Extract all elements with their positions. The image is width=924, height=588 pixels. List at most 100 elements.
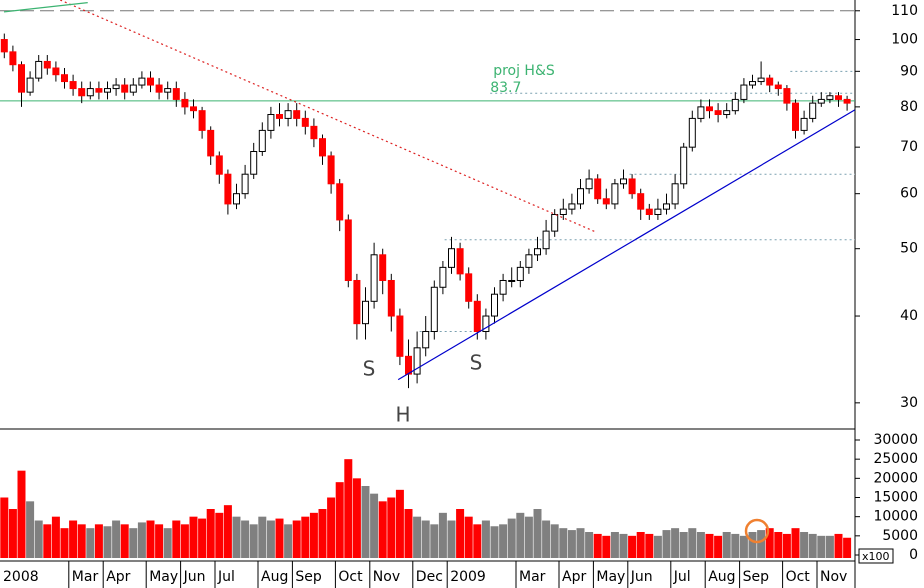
candle-body — [749, 81, 756, 86]
y-tick-label: 80 — [900, 99, 918, 115]
trend-line — [3, 2, 88, 13]
volume-bar — [370, 493, 379, 558]
candle-body — [344, 219, 352, 281]
candle-body — [190, 106, 197, 112]
candle-body — [0, 39, 8, 53]
volume-bar — [576, 528, 585, 558]
candle-body — [585, 178, 593, 190]
volume-bar — [593, 533, 602, 558]
volume-bar — [232, 516, 241, 558]
y-tick-label: 30 — [900, 395, 918, 411]
candle-body — [697, 106, 705, 119]
volume-bar — [413, 516, 422, 558]
volume-bar — [94, 524, 103, 558]
volume-bar — [344, 459, 353, 558]
volume-bar — [77, 524, 86, 558]
candle-body — [826, 95, 834, 100]
x-tick-label: May — [596, 569, 625, 585]
y-tick-label: 70 — [900, 139, 918, 155]
candle-body — [525, 254, 533, 268]
volume-bar — [782, 533, 791, 558]
x-tick-label: Oct — [786, 569, 811, 585]
x-tick-label: Dec — [416, 569, 443, 585]
candle-body — [774, 84, 782, 90]
volume-bar — [378, 501, 387, 558]
volume-bar — [284, 524, 293, 558]
volume-bar — [103, 526, 112, 558]
candle-body — [654, 208, 662, 215]
candle-body — [688, 117, 696, 148]
volume-bar — [645, 533, 654, 558]
level-label: proj H&S — [493, 63, 555, 79]
volume-unit-label: x100 — [862, 550, 890, 563]
volume-bar — [653, 535, 662, 558]
volume-bar — [662, 530, 671, 558]
volume-bar — [215, 512, 224, 558]
volume-bar — [146, 520, 155, 558]
volume-bar — [696, 532, 705, 558]
candle-body — [508, 279, 516, 282]
candle-body — [18, 64, 25, 93]
volume-bar — [8, 509, 17, 558]
y-tick-label: 60 — [900, 186, 918, 202]
x-tick-label: Apr — [562, 569, 586, 585]
candle-body — [104, 88, 111, 93]
volume-bar — [757, 530, 766, 558]
candle-body — [783, 88, 791, 104]
volume-bar — [198, 518, 207, 558]
volume-tick-label: 25000 — [873, 451, 918, 467]
candle-body — [155, 84, 163, 93]
volume-bar — [180, 524, 189, 558]
volume-bar — [843, 537, 852, 558]
volume-bar — [327, 497, 336, 558]
candle-body — [843, 98, 851, 104]
volume-bar — [542, 520, 551, 558]
candle-body — [310, 125, 318, 140]
volume-bar — [129, 528, 138, 558]
candle-body — [267, 114, 275, 131]
volume-bar — [292, 520, 301, 558]
volume-bar — [163, 528, 172, 558]
volume-bar — [748, 532, 757, 558]
volume-bar — [533, 509, 542, 558]
volume-bar — [172, 520, 181, 558]
volume-bar — [51, 516, 60, 558]
volume-bar — [559, 528, 568, 558]
candle-body — [147, 77, 154, 86]
candle-body — [293, 110, 301, 119]
candle-body — [172, 88, 180, 100]
candle-body — [792, 102, 799, 131]
x-tick-label: Apr — [106, 569, 130, 585]
candle-body — [164, 88, 172, 93]
candle-body — [387, 279, 395, 317]
candle-body — [809, 102, 817, 119]
candle-body — [663, 203, 670, 210]
y-tick-label: 40 — [900, 308, 918, 324]
volume-bar — [69, 520, 78, 558]
volume-bar — [60, 528, 69, 558]
x-tick-label: Mar — [519, 569, 546, 585]
volume-bar — [524, 516, 533, 558]
volume-bar — [464, 516, 473, 558]
x-tick-label: Sep — [743, 569, 770, 585]
volume-bar — [800, 532, 809, 558]
volume-bar — [249, 524, 258, 558]
level-value: 83.7 — [490, 80, 521, 96]
x-tick-label: Nov — [820, 569, 847, 585]
candle-body — [52, 67, 60, 76]
candle-body — [594, 178, 602, 200]
y-tick-label: 50 — [900, 241, 918, 257]
candle-body — [61, 74, 68, 83]
volume-bar — [258, 516, 267, 558]
volume-bar — [499, 524, 508, 558]
candle-body — [327, 155, 335, 185]
candle-body — [69, 81, 77, 90]
candle-body — [9, 51, 17, 66]
candle-body — [800, 117, 808, 131]
volume-bar — [705, 533, 714, 558]
volume-bar — [808, 533, 817, 558]
x-tick-label: Jul — [673, 569, 691, 585]
candle-body — [336, 183, 344, 221]
candle-body — [534, 248, 541, 256]
